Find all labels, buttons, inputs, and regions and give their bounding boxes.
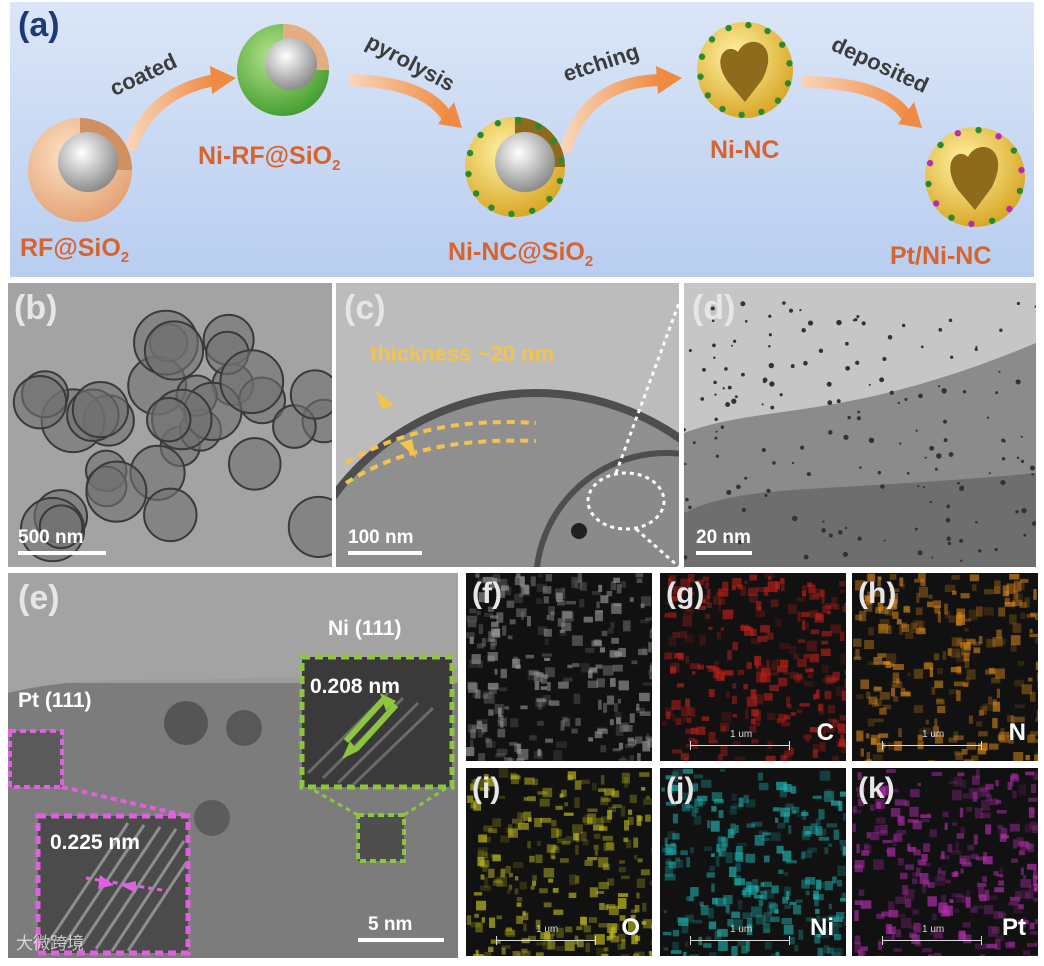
sphere-ni-rf-sio2 bbox=[237, 24, 329, 116]
scale-bar: 1 um bbox=[882, 729, 982, 751]
element-label: C bbox=[816, 719, 834, 746]
thickness-annotation: thickness ~20 nm bbox=[370, 341, 555, 366]
panel-label: (j) bbox=[666, 772, 695, 805]
edx-panel-g: (g) C 1 um bbox=[660, 573, 846, 761]
hollow-spheres-image bbox=[8, 283, 332, 567]
stage-ni-nc-sio2: Ni-NC@SiO2 bbox=[448, 238, 594, 270]
panel-label: (g) bbox=[666, 577, 705, 610]
scale-bar: 1 um bbox=[496, 924, 596, 946]
arrow-coated bbox=[124, 74, 217, 153]
edx-panel-j: (j) Ni 1 um bbox=[660, 768, 846, 956]
pt-spacing-label: 0.225 nm bbox=[50, 831, 140, 854]
element-label: Ni bbox=[810, 914, 834, 941]
scale-bar: 5 nm bbox=[358, 914, 444, 942]
nanoparticle-dots bbox=[465, 21, 1025, 228]
tem-panel-c: (c) thickness ~20 nm 100 nm bbox=[336, 283, 679, 567]
stage-ni-rf-sio2: Ni-RF@SiO2 bbox=[198, 142, 341, 174]
watermark: 大微跨境 bbox=[16, 934, 84, 953]
edx-map-image bbox=[852, 768, 1038, 956]
panel-label: (c) bbox=[344, 289, 386, 327]
element-label: O bbox=[621, 914, 640, 941]
hrtem-panel-e: (e) Ni (111) 0.208 nm Pt (111) 0.225 nm … bbox=[8, 573, 458, 958]
edx-panel-i: (i) O 1 um bbox=[466, 768, 652, 956]
scale-bar: 1 um bbox=[690, 729, 790, 751]
scale-bar: 1 um bbox=[690, 924, 790, 946]
ni-plane-label: Ni (111) bbox=[328, 617, 402, 640]
tem-panel-b: (b) 500 nm bbox=[8, 283, 332, 567]
panel-label: (f) bbox=[472, 577, 502, 610]
tem-panel-d: (d) 20 nm bbox=[684, 283, 1036, 567]
lattice-image bbox=[8, 573, 458, 958]
scheme-panel: (a) bbox=[10, 2, 1034, 277]
nanoparticles-image bbox=[684, 283, 1036, 567]
panel-label: (a) bbox=[18, 6, 60, 44]
shell-image bbox=[336, 283, 679, 567]
pt-plane-label: Pt (111) bbox=[18, 689, 92, 712]
ni-spacing-label: 0.208 nm bbox=[310, 675, 400, 698]
edx-panel-f: (f) bbox=[466, 573, 652, 761]
scale-bar: 500 nm bbox=[18, 527, 106, 555]
edx-map-image bbox=[466, 768, 652, 956]
scale-bar: 100 nm bbox=[348, 527, 422, 555]
sphere-ni-nc-sio2 bbox=[465, 117, 565, 217]
edx-panel-h: (h) N 1 um bbox=[852, 573, 1038, 761]
panel-label: (k) bbox=[858, 772, 895, 805]
stage-pt-ni-nc: Pt/Ni-NC bbox=[890, 242, 992, 270]
sphere-pt-ni-nc bbox=[925, 127, 1025, 227]
panel-label: (d) bbox=[692, 289, 736, 327]
panel-label: (i) bbox=[472, 772, 501, 805]
stage-rf-sio2: RF@SiO2 bbox=[20, 234, 130, 266]
edx-map-image bbox=[853, 573, 1038, 761]
edx-map-image bbox=[662, 573, 846, 761]
panel-label: (h) bbox=[858, 577, 897, 610]
element-label: N bbox=[1008, 719, 1026, 746]
scheme-drawing bbox=[28, 21, 1025, 228]
edx-map-image bbox=[661, 768, 846, 956]
panel-label: (b) bbox=[14, 289, 58, 327]
edx-panel-k: (k) Pt 1 um bbox=[852, 768, 1038, 956]
element-label: Pt bbox=[1002, 914, 1026, 941]
panel-label: (e) bbox=[18, 579, 60, 617]
arrow-pyrolysis bbox=[349, 74, 456, 125]
sphere-rf-sio2 bbox=[28, 118, 132, 222]
arrow-deposited bbox=[801, 76, 916, 125]
sphere-ni-nc bbox=[697, 22, 793, 118]
arrow-etching bbox=[559, 74, 661, 154]
stage-ni-nc: Ni-NC bbox=[710, 136, 780, 164]
scale-bar: 20 nm bbox=[696, 527, 752, 555]
scale-bar: 1 um bbox=[882, 924, 982, 946]
edx-map-image bbox=[466, 573, 652, 761]
